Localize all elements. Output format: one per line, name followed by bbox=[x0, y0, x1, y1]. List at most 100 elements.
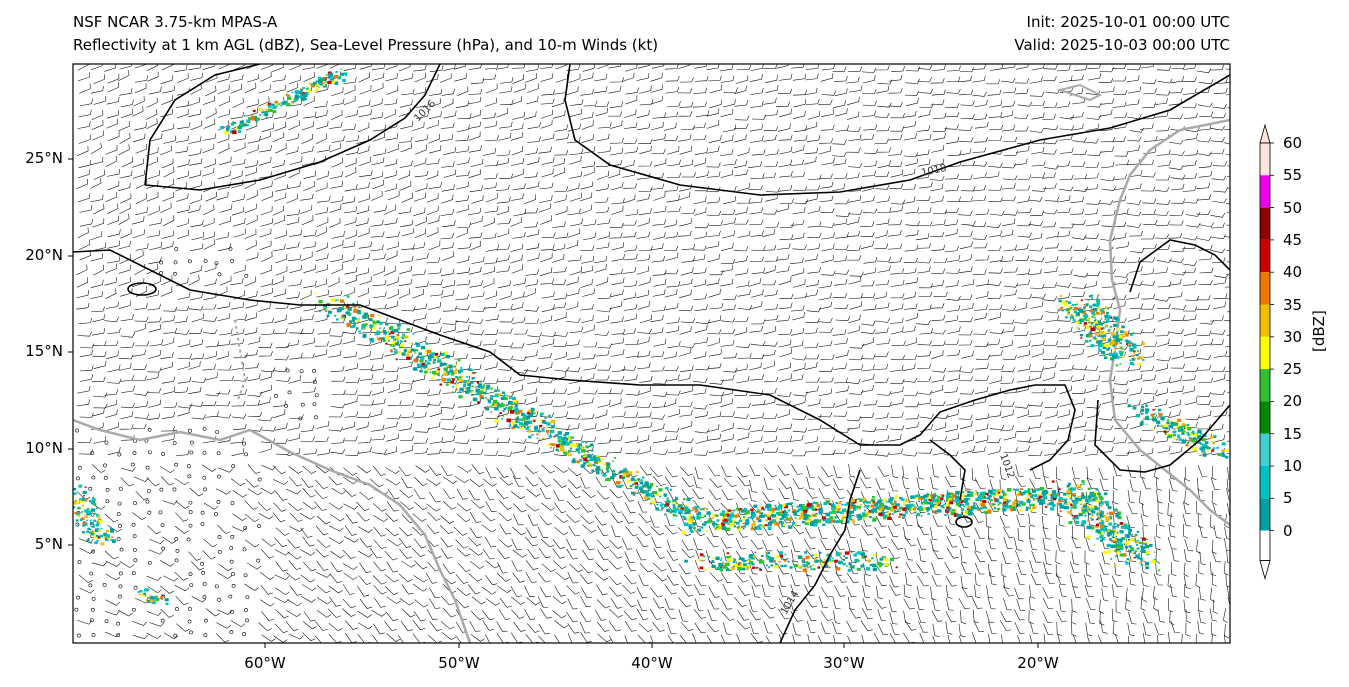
wind-barb bbox=[762, 524, 774, 536]
wind-barb bbox=[901, 476, 910, 490]
wind-barb bbox=[104, 317, 119, 323]
wind-calm-circle bbox=[188, 523, 193, 528]
wind-barb bbox=[539, 315, 553, 324]
wind-barb bbox=[485, 574, 498, 586]
wind-barb bbox=[693, 87, 708, 94]
reflectivity-cell bbox=[681, 504, 684, 507]
wind-barb bbox=[638, 513, 652, 523]
wind-barb bbox=[512, 168, 524, 178]
wind-barb bbox=[343, 503, 359, 510]
wind-barb bbox=[299, 513, 315, 520]
wind-barb bbox=[918, 548, 926, 562]
wind-barb bbox=[163, 327, 178, 334]
wind-barb bbox=[553, 560, 567, 570]
reflectivity-cell bbox=[516, 426, 520, 429]
wind-barb bbox=[905, 158, 918, 167]
wind-barb bbox=[79, 205, 93, 213]
wind-barb bbox=[539, 195, 553, 203]
wind-barb bbox=[258, 342, 273, 348]
wind-barb bbox=[301, 215, 314, 226]
wind-barb bbox=[637, 599, 648, 611]
wind-barb bbox=[120, 375, 134, 382]
wind-barb bbox=[666, 390, 681, 396]
wind-barb bbox=[916, 320, 931, 325]
wind-barb bbox=[344, 266, 358, 275]
reflectivity-cell bbox=[639, 486, 644, 490]
wind-barb bbox=[1001, 634, 1003, 643]
wind-barb bbox=[1141, 293, 1156, 300]
wind-barb bbox=[1139, 464, 1146, 479]
wind-barb bbox=[736, 424, 752, 430]
reflectivity-cell bbox=[1006, 502, 1009, 505]
wind-barb bbox=[541, 291, 555, 299]
wind-barb bbox=[1155, 125, 1170, 132]
wind-barb bbox=[1115, 634, 1119, 643]
wind-barb bbox=[1199, 551, 1206, 566]
wind-barb bbox=[779, 108, 792, 118]
wind-barb bbox=[1042, 587, 1053, 599]
wind-barb bbox=[189, 158, 203, 166]
wind-barb bbox=[749, 609, 761, 621]
wind-barb bbox=[554, 186, 569, 193]
wind-barb bbox=[315, 84, 329, 93]
wind-barb bbox=[260, 571, 275, 580]
wind-barb bbox=[1028, 609, 1034, 625]
reflectivity-cell bbox=[585, 461, 591, 465]
wind-barb bbox=[1042, 372, 1055, 382]
wind-barb bbox=[78, 317, 93, 324]
wind-barb bbox=[1185, 609, 1191, 624]
wind-barb bbox=[400, 400, 415, 406]
wind-barb bbox=[190, 219, 204, 228]
reflectivity-cell bbox=[666, 508, 671, 513]
wind-barb bbox=[637, 412, 652, 418]
reflectivity-cell bbox=[458, 380, 461, 383]
wind-barb bbox=[721, 489, 733, 501]
wind-barb bbox=[453, 526, 468, 536]
wind-barb bbox=[708, 220, 723, 226]
wind-barb bbox=[1182, 103, 1197, 109]
reflectivity-cell bbox=[589, 457, 594, 461]
wind-barb bbox=[260, 329, 275, 336]
wind-barb bbox=[260, 317, 274, 324]
wind-barb bbox=[916, 597, 925, 611]
reflectivity-cell bbox=[353, 309, 358, 313]
wind-barb bbox=[806, 465, 815, 478]
reflectivity-cell bbox=[676, 502, 679, 505]
wind-calm-circle bbox=[242, 632, 247, 636]
wind-barb bbox=[720, 169, 734, 178]
wind-barb bbox=[973, 113, 988, 121]
reflectivity-cell bbox=[530, 407, 535, 411]
wind-barb bbox=[176, 230, 190, 239]
wind-barb bbox=[709, 379, 724, 385]
wind-barb bbox=[287, 448, 301, 457]
wind-barb bbox=[888, 256, 902, 264]
wind-barb bbox=[695, 319, 711, 325]
wind-barb bbox=[1042, 387, 1057, 394]
wind-barb bbox=[792, 451, 807, 457]
wind-barb bbox=[988, 446, 1001, 455]
wind-barb bbox=[1014, 158, 1028, 166]
wind-barb bbox=[343, 536, 359, 543]
wind-barb bbox=[958, 376, 974, 382]
reflectivity-cell bbox=[576, 460, 580, 464]
reflectivity-cell bbox=[688, 515, 691, 518]
wind-barb bbox=[133, 476, 149, 482]
wind-calm-circle bbox=[146, 489, 151, 493]
wind-barb bbox=[748, 599, 758, 612]
wind-barb bbox=[987, 501, 1000, 513]
wind-barb bbox=[498, 609, 511, 620]
wind-barb bbox=[960, 525, 971, 537]
reflectivity-cell bbox=[427, 350, 432, 354]
reflectivity-cell bbox=[649, 494, 652, 497]
wind-barb bbox=[874, 563, 887, 574]
wind-calm-circle bbox=[273, 393, 278, 398]
wind-barb bbox=[399, 265, 412, 274]
wind-barb bbox=[821, 449, 836, 455]
wind-barb bbox=[370, 244, 384, 252]
wind-barb bbox=[230, 478, 246, 487]
wind-barb bbox=[303, 111, 317, 119]
reflectivity-cell bbox=[385, 342, 388, 345]
wind-barb bbox=[468, 537, 482, 547]
wind-barb bbox=[356, 413, 371, 419]
wind-barb bbox=[930, 384, 944, 394]
